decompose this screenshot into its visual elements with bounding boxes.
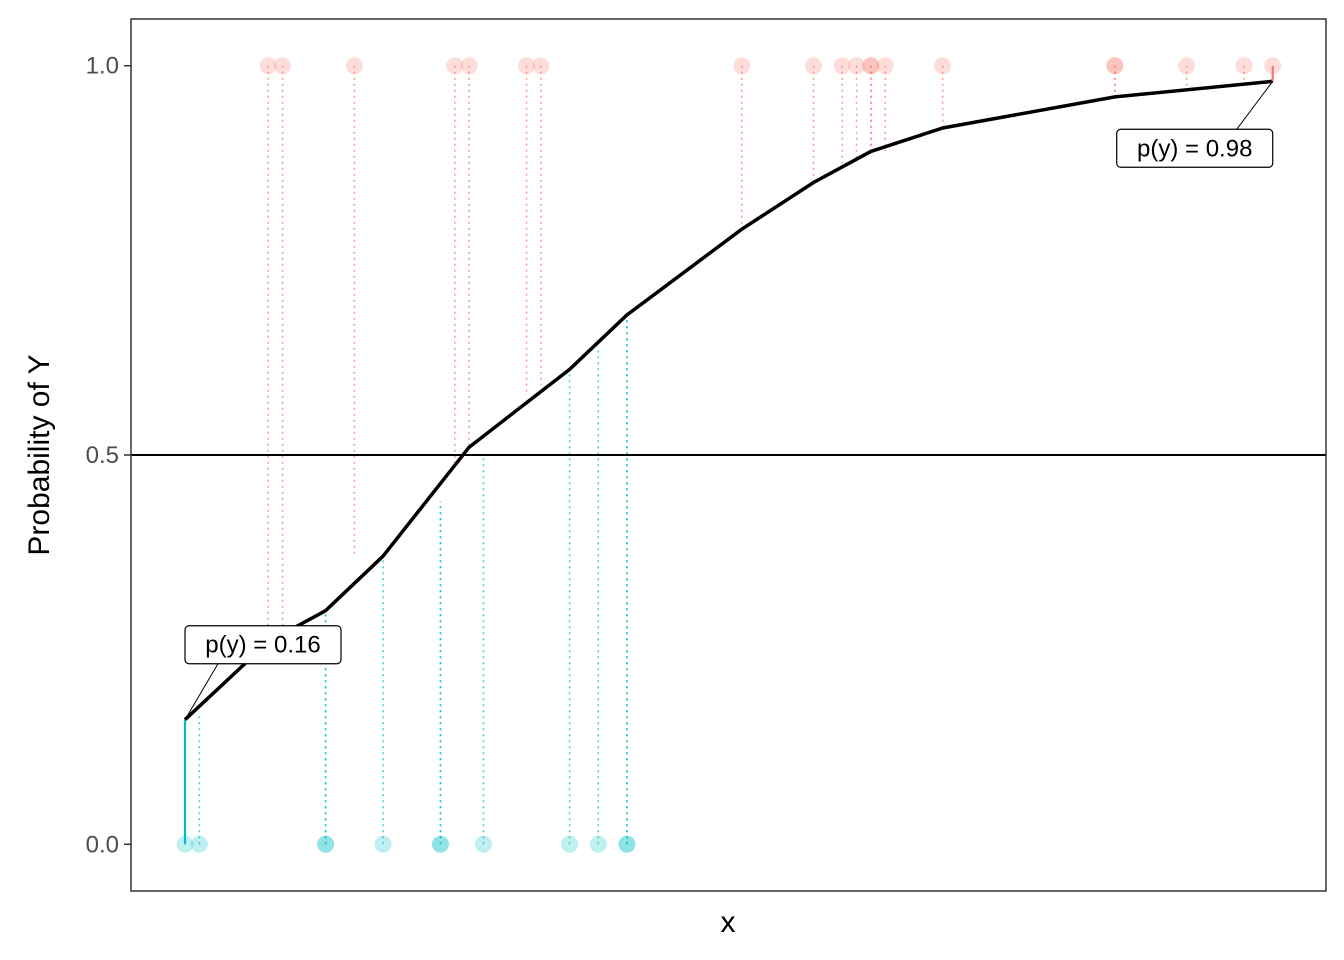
point-y1: [833, 57, 851, 75]
annotation-leader: [184, 663, 219, 720]
annotations: p(y) = 0.16 p(y) = 0.98: [184, 80, 1274, 720]
point-y1: [345, 57, 363, 75]
point-y1: [733, 57, 751, 75]
point-y0: [431, 835, 449, 853]
highlight-segments: [183, 65, 1274, 845]
point-y1: [532, 57, 550, 75]
point-y1: [259, 57, 277, 75]
annotation-box: [1116, 128, 1274, 168]
x-axis-title: x: [721, 906, 736, 939]
y-tick-label: 0.0: [86, 831, 119, 858]
point-y0: [190, 835, 208, 853]
point-y1: [1106, 57, 1124, 75]
point-y1: [274, 57, 292, 75]
point-y0: [618, 835, 636, 853]
point-y1: [518, 57, 536, 75]
point-y1: [805, 57, 823, 75]
point-y1: [848, 57, 866, 75]
y-axis: 0.0 0.5 1.0: [86, 53, 131, 858]
fitted-curve: [183, 79, 1273, 721]
point-y0: [589, 835, 607, 853]
drop-lines: [184, 65, 1274, 845]
point-y0: [317, 835, 335, 853]
point-y0: [618, 835, 636, 853]
point-y0: [561, 835, 579, 853]
annotation-leader: [1236, 80, 1274, 130]
point-y1: [862, 57, 880, 75]
point-y1: [934, 57, 952, 75]
annotation-label: p(y) = 0.98: [1137, 135, 1252, 162]
y-tick-label: 1.0: [86, 53, 119, 80]
annotation-label: p(y) = 0.16: [205, 632, 320, 659]
point-y0: [374, 835, 392, 853]
point-y0: [474, 835, 492, 853]
point-y0: [317, 835, 335, 853]
point-y1: [460, 57, 478, 75]
y-axis-title: Probability of Y: [23, 354, 56, 555]
point-y1: [1178, 57, 1196, 75]
point-y1: [1106, 57, 1124, 75]
data-points: [176, 57, 1282, 853]
point-y0: [431, 835, 449, 853]
point-y1: [876, 57, 894, 75]
y-tick-label: 0.5: [86, 442, 119, 469]
point-y1: [862, 57, 880, 75]
annotation-box: [184, 625, 342, 665]
point-y1: [446, 57, 464, 75]
point-y1: [1235, 57, 1253, 75]
